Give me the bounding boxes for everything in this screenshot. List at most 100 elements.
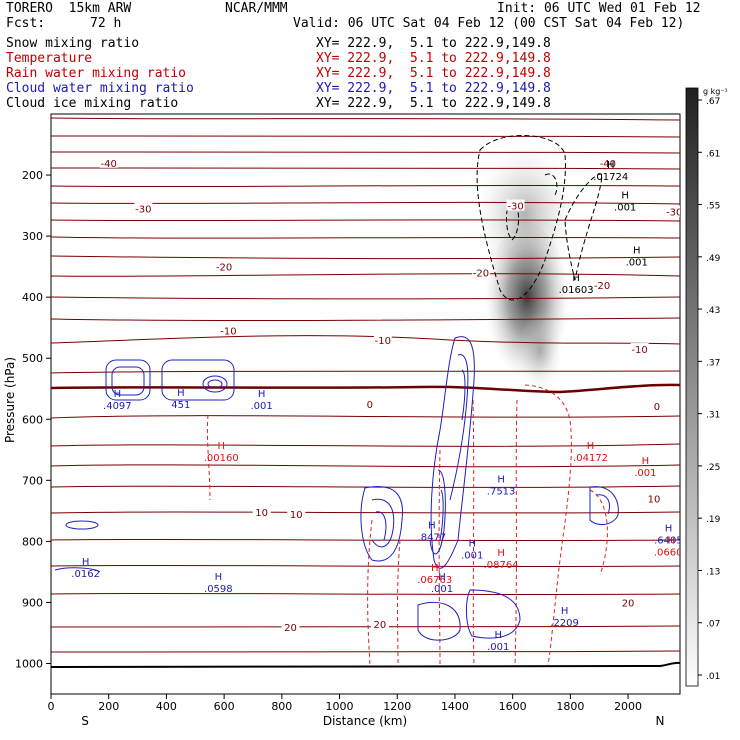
temp-label-bg <box>219 324 238 336</box>
temp-label-bg <box>134 202 153 214</box>
temp-label-bg <box>281 620 300 632</box>
cloud-water-contour <box>360 486 404 562</box>
extremum-value: .001 <box>461 551 483 562</box>
extremum-value: .8477 <box>418 532 447 543</box>
field-xy-temperature: XY= 222.9, 5.1 to 222.9,149.8 <box>316 51 551 66</box>
extremum-marker: H <box>621 191 629 202</box>
y-tick-label: 500 <box>22 352 43 365</box>
extremum-marker: H <box>497 475 505 486</box>
field-xy-snow: XY= 222.9, 5.1 to 222.9,149.8 <box>316 36 551 51</box>
isotherm-line <box>51 415 680 419</box>
extremum-value: .0598 <box>204 584 233 595</box>
temp-label-bg <box>665 205 680 217</box>
cloud-water-contour <box>207 379 223 389</box>
temp-label-bg <box>598 156 617 168</box>
temp-label-bg <box>645 492 664 504</box>
colorbar-label: .25 <box>706 463 720 473</box>
temp-label: 0 <box>367 400 373 411</box>
extremum-value: .001 <box>634 468 656 479</box>
temp-label: 20 <box>622 598 635 609</box>
colorbar-unit: g kg⁻¹ <box>703 87 728 96</box>
cloud-water-contour <box>202 375 228 393</box>
org-label: NCAR/MMM <box>225 1 288 16</box>
extremum-marker: H <box>572 273 580 284</box>
rain-contour <box>206 414 211 501</box>
model-title: TORERO 15km ARW <box>6 1 132 16</box>
temp-label-bg <box>373 333 392 345</box>
field-name-cloud-ice: Cloud ice mixing ratio <box>6 96 179 111</box>
extremum-marker: H <box>587 441 595 452</box>
x-tick-label: 200 <box>98 700 119 713</box>
south-marker: S <box>81 714 89 728</box>
extremum-marker: H <box>497 548 505 559</box>
extremum-value: .001 <box>614 203 636 214</box>
freezing-level-line <box>51 383 680 394</box>
field-name-temperature: Temperature <box>6 51 93 66</box>
extremum-value: .01724 <box>593 172 628 183</box>
extremum-value: .7513 <box>487 487 516 498</box>
temp-label: -10 <box>220 327 236 338</box>
cloud-water-contour <box>449 354 469 501</box>
extremum-value: .01603 <box>559 285 594 296</box>
extremum-marker: H <box>438 572 446 583</box>
isotherm-line <box>51 335 680 345</box>
isotherm-line <box>51 511 680 514</box>
extremum-marker: H <box>217 441 225 452</box>
extremum-marker: H <box>177 388 185 399</box>
colorbar-label: .67 <box>706 97 720 107</box>
extremum-marker: H <box>642 456 650 467</box>
isotherm-line <box>51 255 680 260</box>
isotherm-line <box>51 317 680 322</box>
init-time: Init: 06 UTC Wed 01 Feb 12 <box>497 1 701 16</box>
colorbar-label: .13 <box>706 567 720 577</box>
x-tick-label: 2000 <box>614 700 642 713</box>
colorbar <box>685 87 699 687</box>
cloud-water-contours <box>54 336 619 641</box>
extremum-marker: H <box>668 536 676 547</box>
x-tick-label: 0 <box>48 700 55 713</box>
colorbar-label: .19 <box>706 515 721 525</box>
cloud-water-contour <box>111 366 145 396</box>
colorbar-label: .43 <box>706 306 720 316</box>
temp-label-bg <box>630 343 649 355</box>
extremum-value: .06609 <box>654 548 689 559</box>
x-tick-label: 1000 <box>326 700 354 713</box>
y-tick-label: 300 <box>22 230 43 243</box>
ice-contour <box>544 173 558 196</box>
extremum-value: .2209 <box>550 618 579 629</box>
y-tick-label: 600 <box>22 413 43 426</box>
temp-label: 0 <box>654 402 660 413</box>
temp-label-bg <box>360 398 379 409</box>
temp-label: -10 <box>375 336 391 347</box>
temp-label: -20 <box>216 263 232 274</box>
temp-label: 20 <box>284 623 297 634</box>
cloud-water-contour <box>371 498 395 548</box>
isotherm-line <box>51 273 680 277</box>
ice-contour <box>476 134 566 301</box>
cloud-water-contour <box>105 359 151 401</box>
rain-contour <box>438 449 441 666</box>
y-axis-label: Pressure (hPa) <box>3 357 17 443</box>
isotherm-line <box>51 117 680 121</box>
x-tick-label: 800 <box>271 700 292 713</box>
ice-contour <box>564 173 603 281</box>
temp-label: -20 <box>594 281 610 292</box>
isotherm-line <box>51 201 680 205</box>
rain-contour <box>472 399 475 666</box>
x-tick-label: 1800 <box>556 700 584 713</box>
isotherm-line <box>51 370 680 374</box>
cloud-water-contour <box>589 486 619 526</box>
temp-label: -10 <box>631 345 647 356</box>
x-axis-label: Distance (km) <box>323 714 407 728</box>
temp-label-bg <box>619 596 638 608</box>
colorbar-label: .61 <box>706 149 720 159</box>
rain-contour <box>524 384 572 666</box>
temp-label: -20 <box>473 269 489 280</box>
extremum-marker: H <box>665 523 673 534</box>
isotherm-line <box>51 564 680 568</box>
terrain-line <box>51 661 680 668</box>
temp-label: 10 <box>290 510 303 521</box>
extremum-marker: H <box>561 606 569 617</box>
y-tick-label: 1000 <box>15 657 43 670</box>
